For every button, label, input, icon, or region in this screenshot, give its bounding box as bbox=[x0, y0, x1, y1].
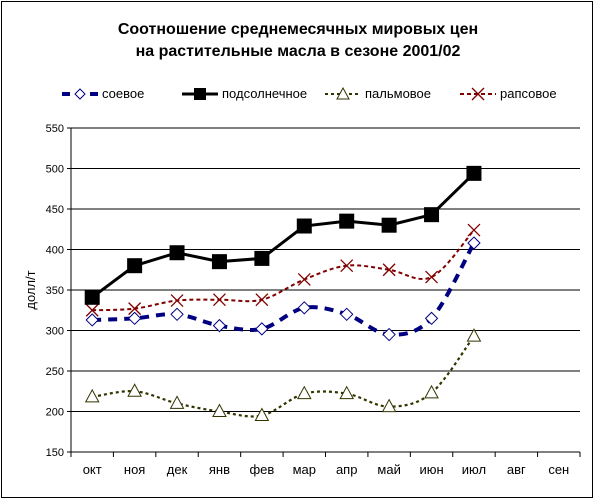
point-s2-1 bbox=[127, 383, 142, 397]
y-axis-label: долл/т bbox=[23, 270, 38, 309]
legend-item-sunflower: подсолнечное bbox=[180, 86, 307, 101]
point-s3-9 bbox=[467, 223, 481, 237]
legend-label-soy: соевое bbox=[102, 86, 145, 101]
point-s1-2 bbox=[169, 245, 185, 261]
tick-label-y-1: 200 bbox=[46, 407, 64, 419]
tick-label-x-11: сен bbox=[548, 462, 569, 477]
point-s1-6 bbox=[339, 213, 355, 229]
legend-swatch-soy bbox=[62, 87, 98, 100]
series-line-2 bbox=[92, 335, 475, 418]
legend-item-soy: соевое bbox=[60, 86, 144, 101]
point-s3-0 bbox=[85, 303, 99, 317]
tick-label-x-6: апр bbox=[336, 462, 358, 477]
point-s1-3 bbox=[211, 254, 227, 270]
point-s1-8 bbox=[424, 207, 440, 223]
point-s2-6 bbox=[339, 385, 355, 400]
point-s2-0 bbox=[84, 388, 100, 403]
tick-label-y-5: 400 bbox=[46, 245, 64, 257]
tick-label-x-9: июл bbox=[462, 462, 486, 477]
tick-label-x-4: фев bbox=[249, 462, 274, 477]
tick-label-y-2: 250 bbox=[46, 366, 64, 378]
point-s1-4 bbox=[254, 250, 270, 266]
point-s2-9 bbox=[466, 328, 482, 342]
legend-label-palm: пальмовое bbox=[365, 86, 432, 101]
tick-label-y-3: 300 bbox=[46, 326, 64, 338]
point-s2-5 bbox=[296, 385, 312, 400]
point-s1-0 bbox=[84, 289, 100, 305]
tick-label-x-0: окт bbox=[83, 462, 102, 477]
series-line-3 bbox=[92, 229, 475, 312]
point-s0-1 bbox=[127, 311, 142, 326]
tick-label-y-6: 450 bbox=[46, 204, 64, 216]
point-s0-3 bbox=[212, 318, 227, 333]
chart-title: Соотношение среднемесячных мировых цен bbox=[117, 21, 479, 38]
point-s2-8 bbox=[424, 384, 439, 399]
point-s2-4 bbox=[254, 407, 270, 422]
point-s2-3 bbox=[212, 403, 227, 417]
point-s3-2 bbox=[170, 294, 184, 307]
legend-item-palm: пальмовое bbox=[323, 86, 431, 101]
point-s3-6 bbox=[340, 259, 354, 273]
point-s3-8 bbox=[425, 270, 439, 284]
point-s1-7 bbox=[381, 217, 397, 233]
point-s3-4 bbox=[255, 293, 269, 307]
point-s0-0 bbox=[85, 313, 99, 327]
point-s3-3 bbox=[212, 293, 226, 307]
point-s0-5 bbox=[297, 301, 311, 315]
point-s3-1 bbox=[128, 302, 142, 316]
tick-label-y-8: 550 bbox=[46, 123, 64, 135]
point-s0-9 bbox=[467, 236, 481, 250]
point-s0-8 bbox=[424, 311, 439, 326]
tick-label-x-8: июн bbox=[419, 462, 443, 477]
tick-label-x-10: авг bbox=[507, 462, 526, 477]
series-line-0 bbox=[92, 242, 476, 337]
point-s1-5 bbox=[296, 218, 312, 234]
legend-label-sunflower: подсолнечное bbox=[222, 86, 308, 101]
legend-swatch-sunflower bbox=[182, 87, 218, 100]
point-s1-1 bbox=[127, 258, 143, 274]
tick-label-x-7: май bbox=[377, 462, 400, 477]
tick-label-y-7: 500 bbox=[46, 164, 64, 176]
tick-label-x-2: дек bbox=[167, 462, 188, 477]
series-line-1 bbox=[91, 172, 476, 299]
tick-label-y-0: 150 bbox=[46, 447, 64, 459]
point-s1-9 bbox=[466, 165, 482, 181]
legend-swatch-rapeseed bbox=[460, 87, 496, 100]
point-s3-7 bbox=[382, 263, 396, 277]
point-s0-6 bbox=[340, 307, 354, 322]
point-s0-2 bbox=[170, 307, 184, 322]
point-s3-5 bbox=[297, 273, 311, 286]
point-s0-7 bbox=[382, 327, 396, 342]
tick-label-x-5: мар bbox=[293, 462, 316, 477]
legend-label-rapeseed: рапсовое bbox=[500, 86, 557, 101]
point-s2-2 bbox=[169, 395, 185, 409]
point-s2-7 bbox=[381, 398, 397, 413]
tick-label-y-4: 350 bbox=[46, 285, 64, 297]
tick-label-x-3: янв bbox=[209, 462, 230, 477]
legend-swatch-palm bbox=[325, 86, 361, 99]
legend-item-rapeseed: рапсовое bbox=[458, 86, 557, 101]
chart-subtitle: на растительные масла в сезоне 2001/02 bbox=[135, 43, 461, 60]
tick-label-x-1: ноя bbox=[124, 462, 145, 477]
point-s0-4 bbox=[255, 322, 269, 336]
